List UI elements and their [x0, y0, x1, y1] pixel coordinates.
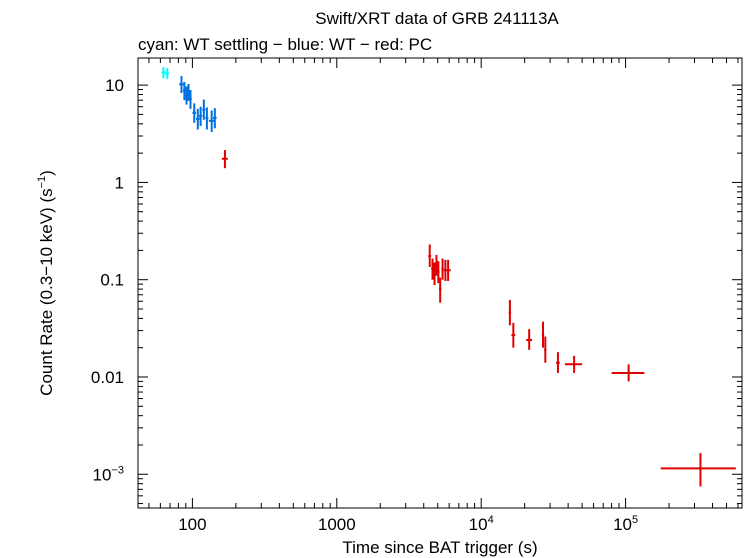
- data-point: [185, 86, 188, 105]
- y-axis-label: Count Rate (0.3−10 keV) (s−1): [36, 170, 56, 396]
- data-point: [196, 108, 200, 130]
- data-point: [433, 262, 436, 286]
- plot-frame: [137, 57, 743, 509]
- data-points: [161, 67, 736, 487]
- data-point: [435, 254, 438, 276]
- y-tick-label: 1: [115, 173, 124, 192]
- data-point: [611, 364, 645, 382]
- y-axis-label-sup: −1: [36, 176, 48, 189]
- data-point: [182, 81, 186, 101]
- data-point: [443, 259, 448, 281]
- data-point: [511, 322, 516, 348]
- data-point: [165, 67, 170, 80]
- data-point: [441, 258, 444, 280]
- data-point: [526, 329, 533, 350]
- data-point: [447, 259, 451, 281]
- x-tick-label: 1000: [318, 515, 356, 534]
- data-point: [508, 299, 512, 326]
- data-point: [564, 355, 583, 373]
- y-tick-label: 0.01: [91, 368, 124, 387]
- data-point: [187, 83, 190, 101]
- data-point: [161, 67, 166, 79]
- y-tick-label: 10−3: [93, 464, 124, 484]
- data-point: [541, 321, 545, 348]
- data-point: [544, 336, 547, 363]
- chart-title: Swift/XRT data of GRB 241113A: [315, 9, 559, 28]
- data-point: [660, 453, 736, 487]
- data-point: [221, 150, 228, 169]
- y-tick-label: 0.1: [100, 271, 124, 290]
- data-point: [198, 106, 203, 126]
- data-point: [205, 107, 209, 130]
- x-tick-label: 105: [613, 514, 638, 534]
- y-tick-label: 10: [105, 76, 124, 95]
- data-point: [213, 108, 217, 129]
- x-axis-label: Time since BAT trigger (s): [342, 538, 537, 557]
- data-point: [192, 103, 197, 123]
- y-axis-label-end: ): [37, 170, 56, 176]
- axis-tick-labels: 100 1000 104 105 10 1 0.1 0.01 10−3: [91, 76, 638, 534]
- data-point: [438, 277, 442, 303]
- data-point: [179, 76, 184, 93]
- data-point: [202, 99, 206, 120]
- data-point: [556, 352, 560, 373]
- x-tick-label: 104: [469, 514, 494, 534]
- data-point: [431, 258, 434, 280]
- x-tick-label: 100: [178, 515, 206, 534]
- y-axis-label-main: Count Rate (0.3−10 keV) (s: [37, 188, 56, 395]
- chart-subtitle: cyan: WT settling − blue: WT − red: PC: [138, 35, 432, 54]
- data-point: [437, 261, 440, 284]
- axis-ticks: [138, 58, 742, 508]
- data-point: [189, 90, 192, 109]
- data-point: [428, 244, 432, 268]
